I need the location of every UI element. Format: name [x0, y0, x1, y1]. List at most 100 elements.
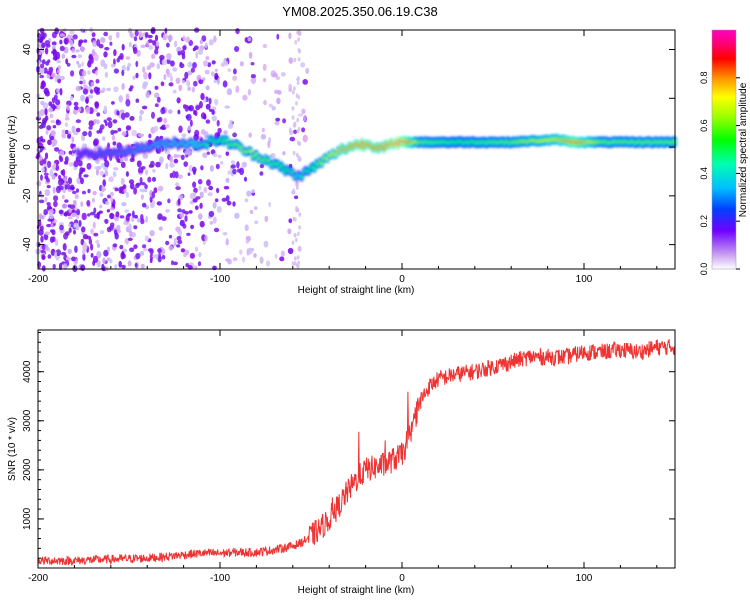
- noise-dot: [274, 121, 280, 126]
- noise-dot: [121, 83, 125, 90]
- noise-dot: [44, 189, 51, 197]
- noise-dot: [76, 188, 79, 193]
- noise-dot: [235, 85, 240, 93]
- noise-dot: [192, 192, 197, 197]
- noise-dot: [205, 119, 211, 124]
- noise-dot: [102, 179, 106, 187]
- colorbar-ticks: 0.0 0.2 0.4 0.6 0.8: [699, 72, 740, 276]
- noise-dot: [44, 40, 51, 46]
- noise-dot: [178, 125, 183, 133]
- noise-dot: [276, 33, 280, 40]
- noise-dot: [55, 99, 61, 106]
- noise-dot: [199, 39, 203, 45]
- noise-dot: [236, 168, 242, 173]
- noise-dot: [50, 119, 56, 124]
- noise-dot: [222, 231, 228, 236]
- noise-dot: [62, 194, 65, 200]
- y-tick-label: 0: [22, 144, 33, 150]
- noise-dot: [297, 30, 302, 37]
- noise-dot: [72, 143, 76, 148]
- noise-dot: [82, 190, 86, 195]
- noise-dot: [80, 264, 86, 272]
- noise-dot: [143, 72, 148, 80]
- noise-dot: [195, 246, 198, 252]
- noise-dot: [153, 125, 159, 132]
- noise-dot: [149, 230, 155, 237]
- noise-dot: [203, 186, 208, 193]
- noise-dot: [183, 161, 188, 167]
- noise-dot: [125, 191, 129, 198]
- noise-dot: [215, 163, 220, 170]
- noise-dot: [184, 215, 188, 222]
- noise-dot: [154, 92, 160, 99]
- noise-dot: [41, 265, 46, 272]
- noise-dot: [49, 169, 54, 177]
- x-tick-label: 100: [576, 274, 593, 285]
- noise-dot: [78, 220, 82, 227]
- noise-dot: [192, 169, 197, 175]
- x-tick-label: -200: [28, 274, 48, 285]
- noise-dot: [296, 264, 300, 269]
- noise-dot: [112, 171, 117, 178]
- noise-dot: [147, 39, 153, 44]
- noise-dot: [232, 168, 237, 175]
- noise-dot: [51, 41, 57, 46]
- noise-dot: [291, 240, 295, 245]
- noise-dot: [50, 229, 54, 233]
- noise-dot: [50, 223, 54, 228]
- noise-dot: [49, 113, 54, 119]
- noise-dot: [59, 88, 63, 96]
- noise-dot: [58, 262, 63, 271]
- noise-dot: [211, 60, 216, 65]
- noise-dot: [51, 236, 56, 243]
- noise-dot: [211, 115, 217, 122]
- noise-dot: [121, 112, 126, 121]
- noise-dot: [125, 125, 132, 131]
- noise-dot: [197, 179, 203, 185]
- noise-dot: [58, 178, 64, 182]
- noise-dot: [217, 127, 222, 134]
- noise-dot: [124, 209, 130, 213]
- noise-dot: [249, 210, 254, 214]
- noise-dot: [102, 257, 106, 264]
- noise-dot: [222, 80, 228, 88]
- noise-dot: [88, 54, 93, 60]
- noise-dot: [297, 155, 301, 160]
- noise-dot: [213, 227, 220, 233]
- noise-dot: [152, 40, 157, 46]
- spectrogram-ylabel: Frequency (Hz): [7, 116, 18, 185]
- noise-dot: [157, 248, 162, 254]
- noise-dot: [87, 59, 92, 65]
- noise-dot: [40, 174, 43, 181]
- noise-dot: [103, 63, 108, 70]
- noise-dot: [39, 74, 45, 79]
- noise-dot: [168, 109, 173, 114]
- noise-dot: [81, 61, 84, 67]
- noise-dot: [119, 215, 125, 219]
- noise-dot: [177, 208, 183, 213]
- noise-dot: [168, 234, 173, 239]
- noise-dot: [109, 207, 115, 211]
- colorbar-tick-label: 0.0: [699, 263, 709, 276]
- noise-dot: [271, 106, 276, 111]
- noise-dot: [193, 133, 199, 141]
- noise-dot: [93, 232, 99, 237]
- noise-dot: [119, 244, 124, 250]
- noise-dot: [148, 72, 152, 80]
- noise-dot: [207, 192, 213, 197]
- noise-dot: [109, 191, 114, 197]
- noise-dot: [152, 168, 156, 173]
- noise-dot: [70, 39, 74, 47]
- noise-dot: [295, 206, 298, 211]
- noise-dot: [244, 224, 249, 231]
- noise-dot: [96, 165, 102, 170]
- noise-dot: [208, 210, 215, 218]
- noise-dot: [113, 68, 119, 74]
- noise-dot: [145, 215, 149, 224]
- noise-dot: [302, 134, 308, 143]
- noise-dot: [98, 127, 103, 134]
- noise-dot: [90, 89, 94, 94]
- noise-dot: [121, 264, 126, 269]
- noise-dot: [216, 132, 221, 137]
- noise-dot: [303, 115, 307, 122]
